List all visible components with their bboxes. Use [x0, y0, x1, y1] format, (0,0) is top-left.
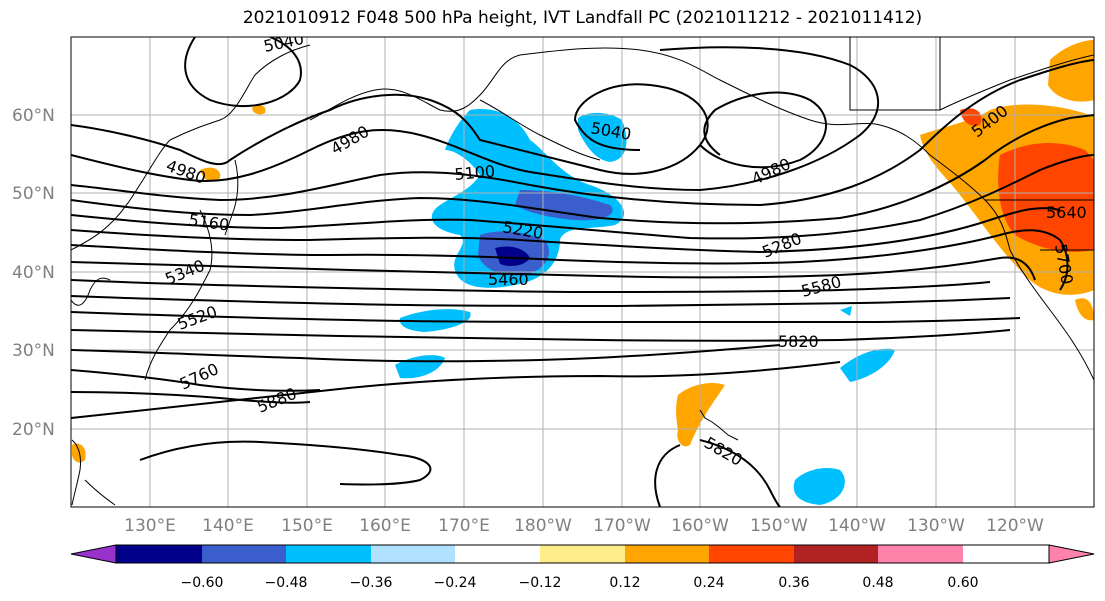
lat-label: 40°N	[12, 263, 55, 283]
contour-label: 5640	[1046, 203, 1087, 222]
contour-labels: 5040 4980 4980 5040 4980 5100 5160 5220 …	[162, 37, 1087, 470]
lat-label: 20°N	[12, 420, 55, 440]
lon-label: 170°W	[593, 516, 651, 536]
longitude-labels: 130°E 140°E 150°E 160°E 170°E 180°W 170°…	[124, 516, 1044, 536]
lat-label: 50°N	[12, 184, 55, 204]
colorbar-segment	[202, 545, 286, 563]
colorbar-tick: 0.60	[947, 575, 978, 591]
colorbar-tick: −0.48	[265, 575, 308, 591]
coastlines	[71, 37, 1094, 506]
colorbar-tick: −0.24	[434, 575, 477, 591]
contour-label: 5460	[488, 270, 529, 289]
colorbar-ticks: −0.60 −0.48 −0.36 −0.24 −0.12 0.12 0.24 …	[181, 575, 979, 591]
map-title: 2021010912 F048 500 hPa height, IVT Land…	[242, 8, 923, 28]
lon-label: 170°E	[438, 516, 490, 536]
lon-label: 130°E	[124, 516, 176, 536]
colorbar-segment	[625, 545, 709, 563]
colorbar-tick: 0.24	[693, 575, 724, 591]
height-contours	[71, 37, 1094, 507]
colorbar: −0.60 −0.48 −0.36 −0.24 −0.12 0.12 0.24 …	[70, 544, 1095, 591]
latitude-labels: 60°N 50°N 40°N 30°N 20°N	[12, 106, 55, 440]
colorbar-tick: 0.48	[862, 575, 893, 591]
colorbar-segment	[116, 545, 202, 563]
map-content: 5040 4980 4980 5040 4980 5100 5160 5220 …	[71, 37, 1094, 507]
lon-label: 150°W	[750, 516, 808, 536]
lon-label: 160°E	[359, 516, 411, 536]
lat-label: 60°N	[12, 106, 55, 126]
colorbar-tick: −0.60	[181, 575, 224, 591]
colorbar-segments	[71, 545, 1094, 563]
colorbar-segment	[540, 545, 625, 563]
colorbar-tick: −0.36	[350, 575, 393, 591]
lon-label: 130°W	[907, 516, 965, 536]
colorbar-segment	[455, 545, 540, 563]
ivt-negative-shading	[395, 109, 895, 505]
lon-label: 140°W	[828, 516, 886, 536]
lon-label: 120°W	[986, 516, 1044, 536]
colorbar-extend-low	[71, 545, 116, 563]
lat-label: 30°N	[12, 341, 55, 361]
colorbar-segment	[878, 545, 963, 563]
colorbar-extend-high	[1049, 545, 1094, 563]
colorbar-segment	[794, 545, 878, 563]
contour-label: 5820	[778, 332, 819, 351]
lon-label: 180°W	[514, 516, 572, 536]
colorbar-tick: −0.12	[519, 575, 562, 591]
contour-label: 5100	[454, 162, 496, 184]
lon-label: 160°W	[671, 516, 729, 536]
colorbar-segment	[371, 545, 455, 563]
colorbar-tick: 0.36	[778, 575, 809, 591]
colorbar-segment	[286, 545, 371, 563]
colorbar-segment	[709, 545, 794, 563]
lon-label: 150°E	[281, 516, 333, 536]
lon-label: 140°E	[202, 516, 254, 536]
map-frame	[70, 36, 1095, 508]
colorbar-tick: 0.12	[609, 575, 640, 591]
